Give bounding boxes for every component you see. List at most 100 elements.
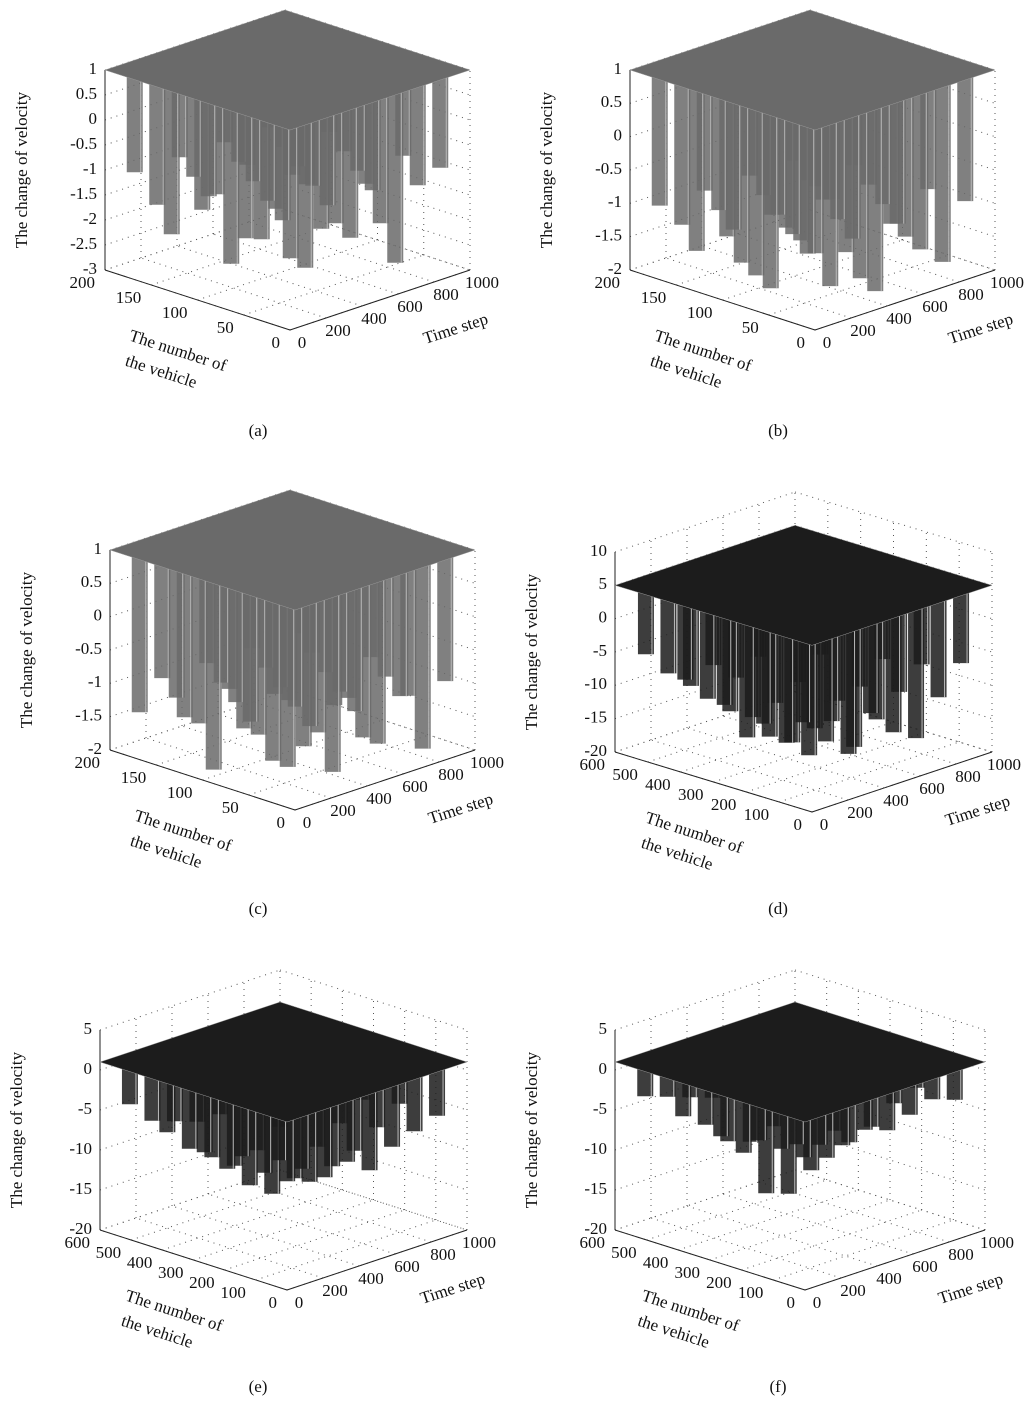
x-tick-label: 1000: [990, 273, 1024, 292]
z-tick-label: -1: [88, 672, 102, 691]
y-tick-label: 100: [744, 805, 770, 824]
x-tick-label: 400: [358, 1269, 384, 1288]
y-tick-label: 200: [75, 753, 101, 772]
y-tick-label: 0: [794, 815, 803, 834]
grid-line: [162, 1189, 343, 1251]
x-tick-label: 200: [850, 321, 876, 340]
z-tick-label: 0: [599, 608, 608, 627]
x-axis: [294, 749, 476, 811]
z-tick-label: -1.5: [75, 706, 102, 725]
grid-line: [140, 257, 327, 319]
x-tick-label: 400: [361, 309, 387, 328]
y-tick-label: 600: [580, 1233, 606, 1252]
z-tick-label: -20: [584, 1219, 607, 1238]
z-axis-label: The change of velocity: [17, 571, 36, 728]
z-tick-label: 0: [89, 109, 98, 128]
x-tick-label: 1000: [465, 273, 499, 292]
z-tick-label: -15: [584, 708, 607, 727]
grid-line: [794, 491, 993, 553]
grid-line: [284, 134, 471, 196]
surface-top: [614, 1001, 986, 1123]
z-tick-label: 1: [94, 539, 103, 558]
y-tick-label: 200: [711, 795, 737, 814]
y-axis: [99, 1229, 288, 1291]
x-tick-label: 200: [840, 1281, 866, 1300]
z-tick-label: -1.5: [70, 184, 97, 203]
z-tick-label: 5: [599, 574, 608, 593]
z-tick-label: -3: [83, 259, 97, 278]
z-tick-label: -0.5: [75, 639, 102, 658]
y-tick-label: 150: [116, 288, 142, 307]
y-tick-label: 400: [643, 1253, 669, 1272]
y-tick-label: 500: [611, 1243, 637, 1262]
z-tick-label: 0: [614, 126, 623, 145]
y-tick-label: 300: [678, 785, 704, 804]
x-tick-label: 1000: [980, 1233, 1014, 1252]
x-tick-label: 1000: [987, 755, 1021, 774]
y-tick-label: 300: [158, 1263, 184, 1282]
grid-line: [289, 689, 476, 751]
z-tick-label: -0.5: [595, 159, 622, 178]
z-axis-label: The change of velocity: [12, 91, 31, 248]
y-tick-label: 500: [96, 1243, 122, 1262]
panel: 020040060080010000100200300400500600-20-…: [522, 491, 1021, 918]
z-tick-label: -5: [593, 1099, 607, 1118]
z-tick-label: -10: [584, 674, 607, 693]
y-tick-label: 100: [162, 303, 188, 322]
grid-line: [212, 233, 399, 295]
y-axis: [629, 269, 816, 331]
surface-top: [109, 489, 476, 611]
surface-top: [104, 9, 471, 131]
x-axis: [804, 1229, 986, 1291]
y-tick-label: 0: [269, 1293, 278, 1312]
y-tick-label: 600: [580, 755, 606, 774]
panel: 02004006008001000050100150200-2-1.5-1-0.…: [537, 9, 1024, 440]
z-tick-label: 1: [614, 59, 623, 78]
x-tick-label: 400: [876, 1269, 902, 1288]
y-tick-label: 200: [706, 1273, 732, 1292]
x-tick-label: 1000: [462, 1233, 496, 1252]
y-axis: [614, 1229, 806, 1291]
x-tick-label: 200: [330, 801, 356, 820]
x-tick-label: 0: [813, 1293, 822, 1312]
x-tick-label: 400: [366, 789, 392, 808]
x-tick-label: 800: [430, 1245, 456, 1264]
z-axis-label: The change of velocity: [522, 573, 541, 730]
grid-line: [207, 1193, 396, 1255]
y-tick-label: 300: [675, 1263, 701, 1282]
y-tick-label: 50: [742, 318, 759, 337]
x-axis-label: Time step: [421, 309, 491, 348]
z-tick-label: -0.5: [70, 134, 97, 153]
x-tick-label: 600: [402, 777, 428, 796]
caption: (d): [768, 899, 788, 918]
grid-line: [646, 1179, 827, 1241]
panel: 020040060080010000100200300400500600-20-…: [522, 969, 1014, 1396]
surface-top: [629, 9, 996, 131]
grid-line: [722, 1193, 914, 1255]
x-tick-label: 400: [883, 791, 909, 810]
x-tick-label: 600: [919, 779, 945, 798]
grid-line: [284, 184, 471, 246]
x-tick-label: 800: [958, 285, 984, 304]
y-tick-label: 200: [595, 273, 621, 292]
z-tick-label: 0.5: [81, 572, 102, 591]
z-tick-label: 1: [89, 59, 98, 78]
grid-line: [176, 245, 363, 307]
caption: (c): [249, 899, 268, 918]
grid-line: [284, 209, 471, 271]
x-tick-label: 0: [298, 333, 307, 352]
caption: (a): [249, 421, 268, 440]
grid-line: [678, 1189, 859, 1251]
x-tick-label: 800: [433, 285, 459, 304]
panel: 020040060080010000100200300400500600-20-…: [7, 969, 496, 1396]
caption: (f): [770, 1377, 787, 1396]
y-tick-label: 0: [272, 333, 281, 352]
grid-line: [131, 1179, 312, 1241]
grid-line: [193, 1199, 374, 1261]
y-axis: [614, 751, 813, 813]
z-tick-label: -15: [584, 1179, 607, 1198]
z-tick-label: 10: [590, 541, 607, 560]
y-tick-label: 100: [687, 303, 713, 322]
x-tick-label: 600: [394, 1257, 420, 1276]
panel: 02004006008001000050100150200-3-2.5-2-1.…: [12, 9, 499, 440]
